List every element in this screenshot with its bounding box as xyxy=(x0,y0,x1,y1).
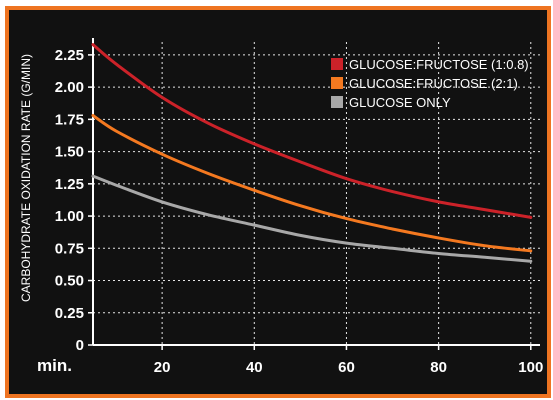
y-tick-label: 1.75 xyxy=(55,111,84,128)
line-chart: 0 0.25 0.50 0.75 1.00 1.25 1.50 1.75 2.00 2.25 20 4… xyxy=(19,38,544,376)
y-tick-label: 1.00 xyxy=(55,208,84,225)
legend-label: GLUCOSE:FRUCTOSE (2:1) xyxy=(349,76,518,91)
legend: GLUCOSE:FRUCTOSE (1:0.8) GLUCOSE:FRUCTOSE… xyxy=(331,57,529,110)
x-axis-label: min. xyxy=(37,356,72,375)
tick-labels: 0 0.25 0.50 0.75 1.00 1.25 1.50 1.75 2.00 2.25 20 4… xyxy=(55,47,544,376)
legend-swatch xyxy=(331,96,343,108)
legend-label: GLUCOSE:FRUCTOSE (1:0.8) xyxy=(349,57,529,72)
legend-label: GLUCOSE ONLY xyxy=(349,95,451,110)
x-tick-label: 80 xyxy=(430,359,447,376)
axes xyxy=(88,38,540,350)
y-tick-label: 1.25 xyxy=(55,176,84,193)
series-lines xyxy=(91,43,533,263)
y-tick-label: 2.00 xyxy=(55,79,84,96)
chart-frame: 0 0.25 0.50 0.75 1.00 1.25 1.50 1.75 2.00 2.25 20 4… xyxy=(5,6,551,398)
y-tick-label: 0.75 xyxy=(55,240,84,257)
y-axis-label: CARBOHYDRATE OXIDATION RATE (G/MIN) xyxy=(19,54,33,302)
x-tick-label: 40 xyxy=(246,359,263,376)
x-tick-label: 60 xyxy=(338,359,355,376)
series-line-2 xyxy=(91,114,533,253)
legend-swatch xyxy=(331,58,343,70)
x-tick-label: 20 xyxy=(154,359,171,376)
y-tick-label: 1.50 xyxy=(55,144,84,161)
y-tick-label: 0.25 xyxy=(55,305,84,322)
series-line-3 xyxy=(91,174,533,263)
x-tick-label: 100 xyxy=(518,359,543,376)
grid xyxy=(93,42,540,345)
y-tick-label: 2.25 xyxy=(55,47,84,64)
y-tick-label: 0 xyxy=(76,337,84,354)
legend-swatch xyxy=(331,77,343,89)
y-tick-label: 0.50 xyxy=(55,273,84,290)
series-line-1 xyxy=(91,43,533,219)
